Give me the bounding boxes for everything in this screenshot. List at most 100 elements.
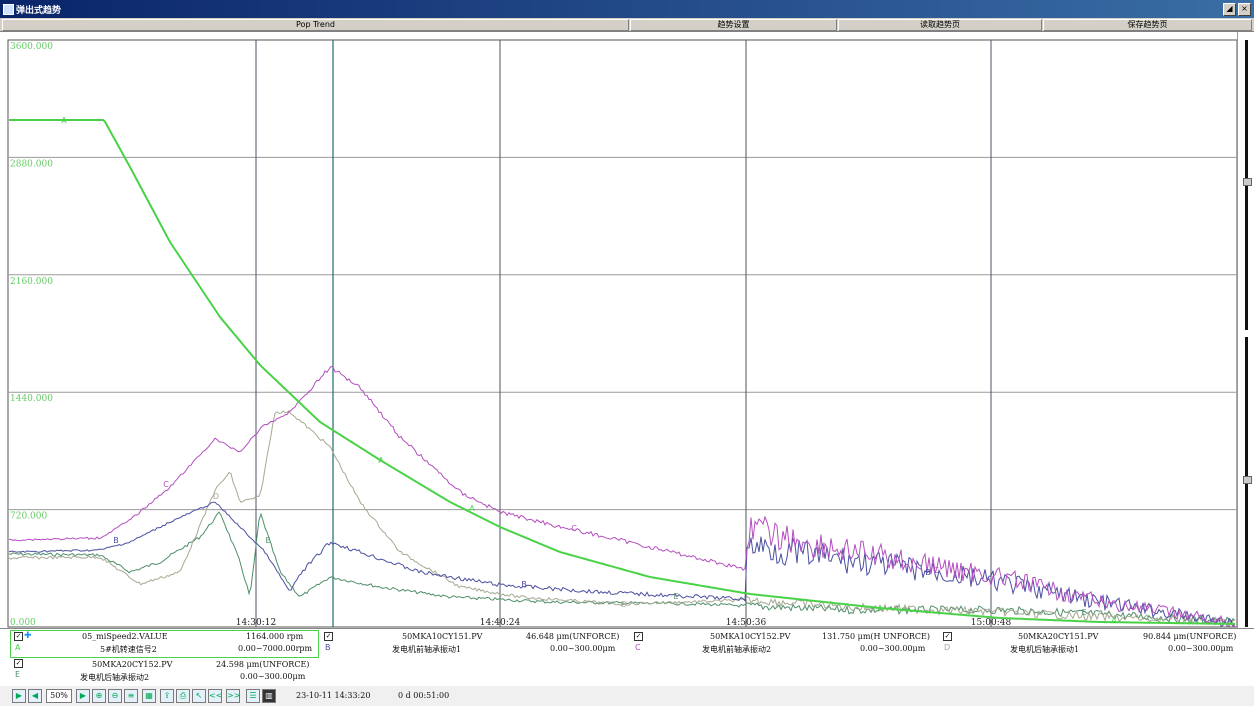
scroll-knob-lower[interactable]: [1243, 476, 1252, 484]
legend-range-a: 0.00~7000.00rpm: [238, 644, 313, 653]
series-lines: [8, 119, 1236, 627]
legend-value-c: 131.750 μm(H UNFORCE): [822, 632, 931, 641]
zoom-level[interactable]: 50%: [46, 689, 72, 703]
forward-icon[interactable]: ▶: [76, 689, 90, 703]
marker-a: A: [61, 116, 67, 125]
series-line-c: [8, 365, 1236, 627]
legend-desc-a: 5#机转速信号2: [100, 645, 157, 654]
marker-b: B: [113, 536, 119, 545]
menu-load-trend-page[interactable]: 读取趋势页: [838, 19, 1042, 31]
legend-tag-d: 50MKA20CY151.PV: [1018, 632, 1099, 641]
export-icon[interactable]: ⇪: [160, 689, 174, 703]
y-tick-label: 0.000: [10, 618, 36, 628]
y-tick-label: 2880.000: [10, 159, 53, 169]
window-title: 弹出式趋势: [16, 6, 62, 16]
legend-letter-c: C: [635, 643, 641, 652]
plot-area: [7, 39, 1237, 628]
x-tick-label: 14:40:24: [480, 618, 521, 628]
legend-letter-d: D: [944, 643, 951, 652]
legend-letter-e: E: [15, 670, 21, 679]
x-tick-label: 14:30:12: [236, 618, 276, 628]
back-icon[interactable]: ◀: [28, 689, 42, 703]
legend-tag-c: 50MKA10CY152.PV: [710, 632, 791, 641]
legend-checkbox-a[interactable]: ✓: [14, 632, 23, 641]
list-icon[interactable]: ≡: [124, 689, 138, 703]
legend-checkbox-e[interactable]: ✓: [14, 659, 23, 668]
marker-e: E: [673, 592, 678, 601]
y-tick-label: 2160.000: [10, 277, 53, 287]
restore-button[interactable]: ◢: [1223, 3, 1236, 16]
marker-e: E: [1081, 608, 1086, 617]
close-button[interactable]: ×: [1238, 3, 1251, 16]
y-tick-labels: 0.000 720.000 1440.000 2160.000 2880.000 3600…: [10, 42, 53, 628]
legend-letter-a: A: [15, 643, 21, 652]
window-title-bar: 弹出式趋势 ◢ ×: [0, 0, 1254, 18]
marker-a: A: [469, 504, 475, 513]
grid-icon[interactable]: ▥: [262, 689, 276, 703]
marker-d: D: [213, 492, 219, 501]
app-icon: [3, 4, 14, 15]
series-line-d: [8, 409, 1236, 627]
menu-bar: Pop Trend 趋势设置 读取趋势页 保存趋势页: [0, 18, 1254, 32]
legend-range-c: 0.00~300.00μm: [860, 644, 926, 653]
scroll-knob-upper[interactable]: [1243, 178, 1252, 186]
legend-desc-c: 发电机前轴承振动2: [702, 645, 772, 654]
legend-checkbox-d[interactable]: ✓: [943, 632, 952, 641]
legend-checkbox-c[interactable]: ✓: [634, 632, 643, 641]
legend-value-b: 46.648 μm(UNFORCE): [526, 632, 620, 641]
legend-desc-d: 发电机后轴承振动1: [1010, 645, 1080, 654]
marker-c: C: [933, 566, 939, 575]
legend-desc-b: 发电机前轴承振动1: [392, 645, 462, 654]
menu-pop-trend[interactable]: Pop Trend: [2, 19, 629, 31]
marker-a: A: [378, 456, 384, 465]
menu-trend-settings[interactable]: 趋势设置: [630, 19, 837, 31]
legend-tag-e: 50MKA20CY152.PV: [92, 660, 173, 669]
x-tick-label: 14:50:36: [726, 618, 767, 628]
selected-arrow-icon: ✚: [24, 631, 32, 641]
legend-value-e: 24.598 μm(UNFORCE): [216, 660, 310, 669]
marker-b: B: [925, 568, 931, 577]
legend-tag-a: 05_miSpeed2.VALUE: [82, 632, 168, 641]
y-tick-label: 1440.000: [10, 394, 53, 404]
marker-b: B: [521, 580, 527, 589]
marker-a: A: [1111, 616, 1117, 625]
cursor-icon[interactable]: ↖: [192, 689, 206, 703]
legend-letter-b: B: [325, 643, 331, 652]
legend-desc-e: 发电机后轴承振动2: [80, 673, 150, 682]
table-icon[interactable]: ☰: [246, 689, 260, 703]
y-tick-label: 720.000: [10, 512, 47, 522]
series-line-a: [9, 119, 1236, 625]
zoom-out-icon[interactable]: ⊖: [108, 689, 122, 703]
legend-range-b: 0.00~300.00μm: [550, 644, 616, 653]
time-span: 0 d 00:51:00: [398, 691, 450, 700]
legend-checkbox-b[interactable]: ✓: [324, 632, 333, 641]
marker-c: C: [163, 480, 169, 489]
print-icon[interactable]: ⎙: [176, 689, 190, 703]
rewind-button[interactable]: <<: [208, 689, 222, 703]
legend-panel: ✓ ✚ A 05_miSpeed2.VALUE 1164.000 rpm 5#机…: [0, 628, 1254, 687]
fast-forward-button[interactable]: >>: [226, 689, 240, 703]
menu-save-trend-page[interactable]: 保存趋势页: [1043, 19, 1252, 31]
trend-chart[interactable]: 0.000 720.000 1440.000 2160.000 2880.000 3600…: [0, 32, 1237, 628]
x-tick-labels: 14:30:12 14:40:24 14:50:36 15:00:48: [236, 618, 1012, 628]
legend-range-d: 0.00~300.00μm: [1168, 644, 1234, 653]
vertical-scrollbar[interactable]: [1237, 32, 1254, 628]
legend-range-e: 0.00~300.00μm: [240, 672, 306, 681]
y-tick-label: 3600.000: [10, 42, 53, 52]
marker-e: E: [265, 536, 270, 545]
marker-d: D: [621, 600, 627, 609]
calendar-icon[interactable]: ▦: [142, 689, 156, 703]
zoom-in-icon[interactable]: ⊕: [92, 689, 106, 703]
bottom-toolbar: ▶ ◀ 50% ▶ ⊕ ⊖ ≡ ▦ ⇪ ⎙ ↖ << >> ☰ ▥ 23-10-…: [0, 686, 1254, 706]
cursor-datetime: 23-10-11 14:33:20: [296, 691, 371, 700]
legend-selected-frame: [10, 630, 319, 658]
series-line-b: [8, 501, 1236, 627]
legend-value-a: 1164.000 rpm: [246, 632, 304, 641]
marker-c: C: [571, 524, 577, 533]
legend-value-d: 90.844 μm(UNFORCE): [1143, 632, 1237, 641]
play-icon[interactable]: ▶: [12, 689, 26, 703]
x-tick-label: 15:00:48: [971, 618, 1012, 628]
legend-tag-b: 50MKA10CY151.PV: [402, 632, 483, 641]
grid: [8, 40, 1237, 627]
